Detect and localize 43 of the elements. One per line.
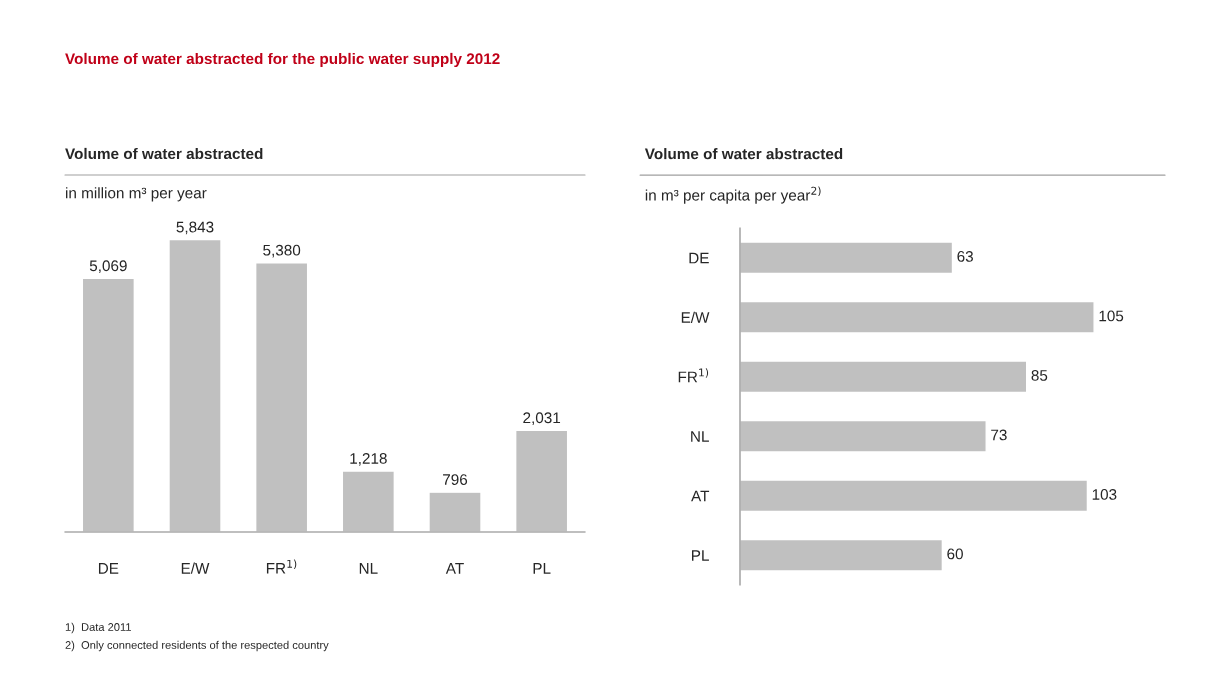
bar (740, 538, 944, 572)
bar (514, 429, 569, 532)
y-tick-label: DE (689, 252, 709, 264)
data-label: 796 (443, 474, 468, 485)
y-tick-label: PL (692, 550, 709, 561)
data-label: 105 (1099, 310, 1124, 322)
y-tick-label: AT (691, 490, 710, 502)
data-label: 5,380 (263, 244, 301, 258)
data-label: 85 (1031, 370, 1048, 381)
data-label: 2,031 (523, 412, 561, 425)
x-tick-label: NL (359, 563, 378, 574)
bar (740, 479, 1089, 513)
x-tick-label: E/W (181, 562, 210, 574)
bar (81, 277, 136, 532)
data-label: 60 (947, 548, 963, 560)
bar (168, 238, 222, 532)
x-tick-label: DE (98, 563, 119, 574)
chart-subtitle: in million m³ per year (66, 187, 207, 202)
x-tick-label: AT (445, 563, 464, 574)
data-label: 1,218 (350, 453, 387, 466)
bar (740, 419, 987, 453)
y-tick-label: FR$^{1)}$ (678, 368, 709, 383)
text: 1) Data 2011 (65, 622, 131, 634)
bar (740, 300, 1095, 334)
data-label: 63 (957, 251, 973, 262)
bar (254, 262, 309, 532)
text: 2) Only connected residents of the respected country (65, 640, 329, 652)
data-label: 5,843 (176, 221, 214, 235)
bar (428, 491, 482, 532)
bar (341, 470, 396, 532)
bar (740, 241, 954, 275)
chart-title: Volume of water abstracted (644, 148, 843, 160)
text: Volume of water abstracted for the public water supply 2012 (65, 52, 500, 68)
chart-subtitle: in m³ per capita per year$^{2)}$ (645, 186, 821, 204)
x-tick-label: FR$^{1)}$ (266, 559, 297, 574)
data-label: 103 (1092, 489, 1117, 500)
y-tick-label: NL (691, 431, 709, 442)
data-label: 5,069 (89, 260, 127, 273)
y-tick-label: E/W (681, 311, 710, 323)
data-label: 73 (991, 429, 1007, 441)
chart-title: Volume of water abstracted (65, 147, 263, 160)
x-tick-label: PL (533, 563, 551, 574)
bar (740, 360, 1028, 394)
